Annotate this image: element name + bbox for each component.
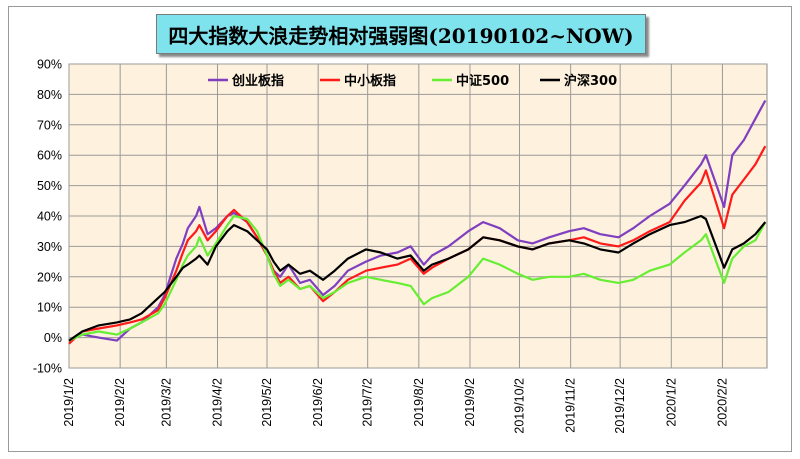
y-tick-label: 40% xyxy=(37,210,62,224)
legend-label: 创业板指 xyxy=(231,73,284,89)
x-tick-label: 2019/11/2 xyxy=(564,378,578,433)
x-tick-label: 2019/9/2 xyxy=(463,378,477,427)
y-tick-label: 30% xyxy=(37,240,62,254)
x-tick-label: 2019/7/2 xyxy=(361,378,375,427)
series-line-2 xyxy=(68,214,767,342)
x-tick-label: 2019/10/2 xyxy=(512,378,526,434)
x-tick-label: 2020/2/2 xyxy=(715,378,729,427)
x-tick-label: 2019/2/2 xyxy=(113,378,127,427)
series-line-3 xyxy=(68,214,767,342)
x-tick-label: 2019/3/2 xyxy=(159,378,173,427)
x-tick-label: 2019/8/2 xyxy=(412,378,426,427)
y-tick-label: 50% xyxy=(37,179,62,193)
x-tick-label: 2020/1/2 xyxy=(664,378,678,427)
y-tick-label: 90% xyxy=(37,58,62,72)
series-line-1 xyxy=(68,145,767,345)
chart-title-box: 四大指数大浪走势相对强弱图(20190102~NOW) xyxy=(156,14,646,54)
x-tick-label: 2019/12/2 xyxy=(613,378,627,434)
grid-lines xyxy=(68,63,767,369)
x-tick-label: 2019/1/2 xyxy=(62,378,76,427)
legend-label: 沪深300 xyxy=(564,73,617,89)
y-tick-label: 80% xyxy=(37,88,62,102)
x-axis-ticks: 2019/1/2 2019/2/2 2019/3/2 2019/4/2 2019/5/2… xyxy=(62,378,729,434)
y-tick-label: 70% xyxy=(37,118,62,132)
series-lines xyxy=(68,99,767,345)
y-tick-label: 20% xyxy=(37,270,62,284)
chart-title: 四大指数大浪走势相对强弱图(20190102~NOW) xyxy=(168,23,634,48)
y-tick-label: 60% xyxy=(37,149,62,163)
x-tick-label: 2019/6/2 xyxy=(311,378,325,427)
y-tick-label: -10% xyxy=(33,362,62,376)
series-line-0 xyxy=(68,99,767,342)
y-tick-label: 0% xyxy=(44,331,62,345)
x-tick-label: 2019/5/2 xyxy=(260,378,274,427)
legend-label: 中小板指 xyxy=(344,73,396,89)
legend-label: 中证500 xyxy=(456,73,509,89)
legend: 创业板指 中小板指 中证500 沪深300 xyxy=(208,73,617,89)
y-axis-ticks: 90% 80% 70% 60% 50% 40% 30% 20% 10% 0% -10% xyxy=(33,58,62,376)
x-tick-label: 2019/4/2 xyxy=(211,378,225,427)
y-tick-label: 10% xyxy=(37,301,62,315)
